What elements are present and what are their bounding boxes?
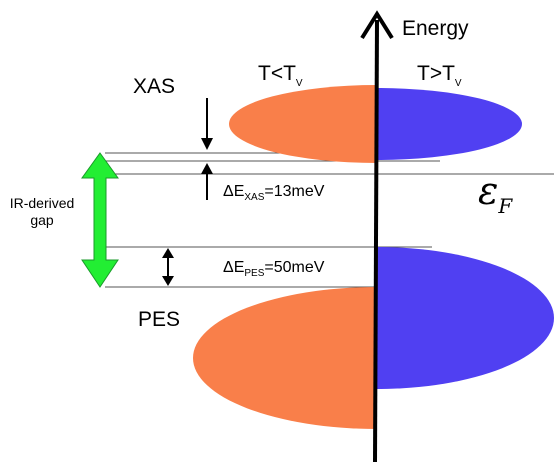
xas-band-high-temp bbox=[377, 88, 522, 160]
xas-label: XAS bbox=[133, 75, 175, 98]
xas-band-low-temp bbox=[229, 85, 377, 163]
pes-arrow-head-top bbox=[162, 248, 174, 258]
xas-band bbox=[229, 85, 522, 163]
low-temp-header: T<TV bbox=[258, 62, 303, 89]
energy-axis-arrowhead bbox=[360, 10, 394, 40]
energy-axis bbox=[360, 10, 394, 462]
xas-down-arrow-head bbox=[201, 138, 213, 150]
fermi-level-label: εF bbox=[478, 169, 513, 218]
pes-band-low-temp bbox=[193, 287, 377, 429]
energy-axis-line bbox=[373, 19, 379, 462]
pes-label: PES bbox=[138, 308, 180, 331]
high-temp-header: T>TV bbox=[417, 62, 462, 89]
delta-pes-label: ΔEPES=50meV bbox=[223, 259, 325, 279]
delta-xas-label: ΔEXAS=13meV bbox=[223, 183, 325, 203]
xas-up-arrow-head bbox=[201, 163, 213, 174]
ir-gap-arrow bbox=[81, 152, 119, 288]
ir-gap-label-line2: gap bbox=[30, 212, 54, 228]
pes-arrow-head-bottom bbox=[162, 276, 174, 286]
energy-axis-label: Energy bbox=[402, 17, 469, 40]
ir-gap-label-line1: IR-derived bbox=[10, 195, 75, 211]
pes-band bbox=[193, 247, 554, 429]
pes-double-arrow bbox=[162, 248, 174, 286]
pes-band-high-temp bbox=[377, 247, 554, 389]
xas-arrows bbox=[201, 98, 213, 200]
